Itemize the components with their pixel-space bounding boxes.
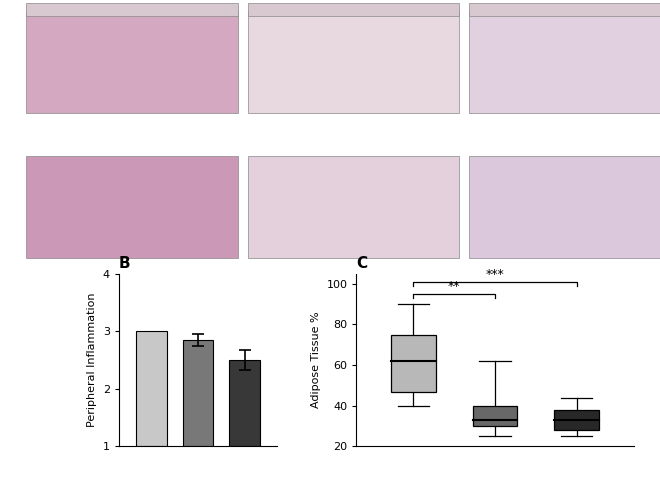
Bar [230,360,260,446]
Bar [391,335,436,392]
FancyBboxPatch shape [248,11,459,113]
FancyBboxPatch shape [469,11,660,113]
Y-axis label: Peripheral Inflammation: Peripheral Inflammation [87,293,97,427]
Bar [136,331,166,446]
FancyBboxPatch shape [469,156,660,258]
Y-axis label: Adipose Tissue %: Adipose Tissue % [311,312,321,408]
FancyBboxPatch shape [26,11,238,113]
Text: **: ** [448,280,461,293]
Bar [554,410,599,430]
FancyBboxPatch shape [248,3,459,16]
FancyBboxPatch shape [26,156,238,258]
FancyBboxPatch shape [26,3,238,16]
Bar [183,340,213,446]
Text: C: C [356,256,368,271]
Text: ***: *** [486,268,504,281]
FancyBboxPatch shape [469,3,660,16]
Text: B: B [119,256,131,271]
FancyBboxPatch shape [248,156,459,258]
Bar [473,406,517,426]
